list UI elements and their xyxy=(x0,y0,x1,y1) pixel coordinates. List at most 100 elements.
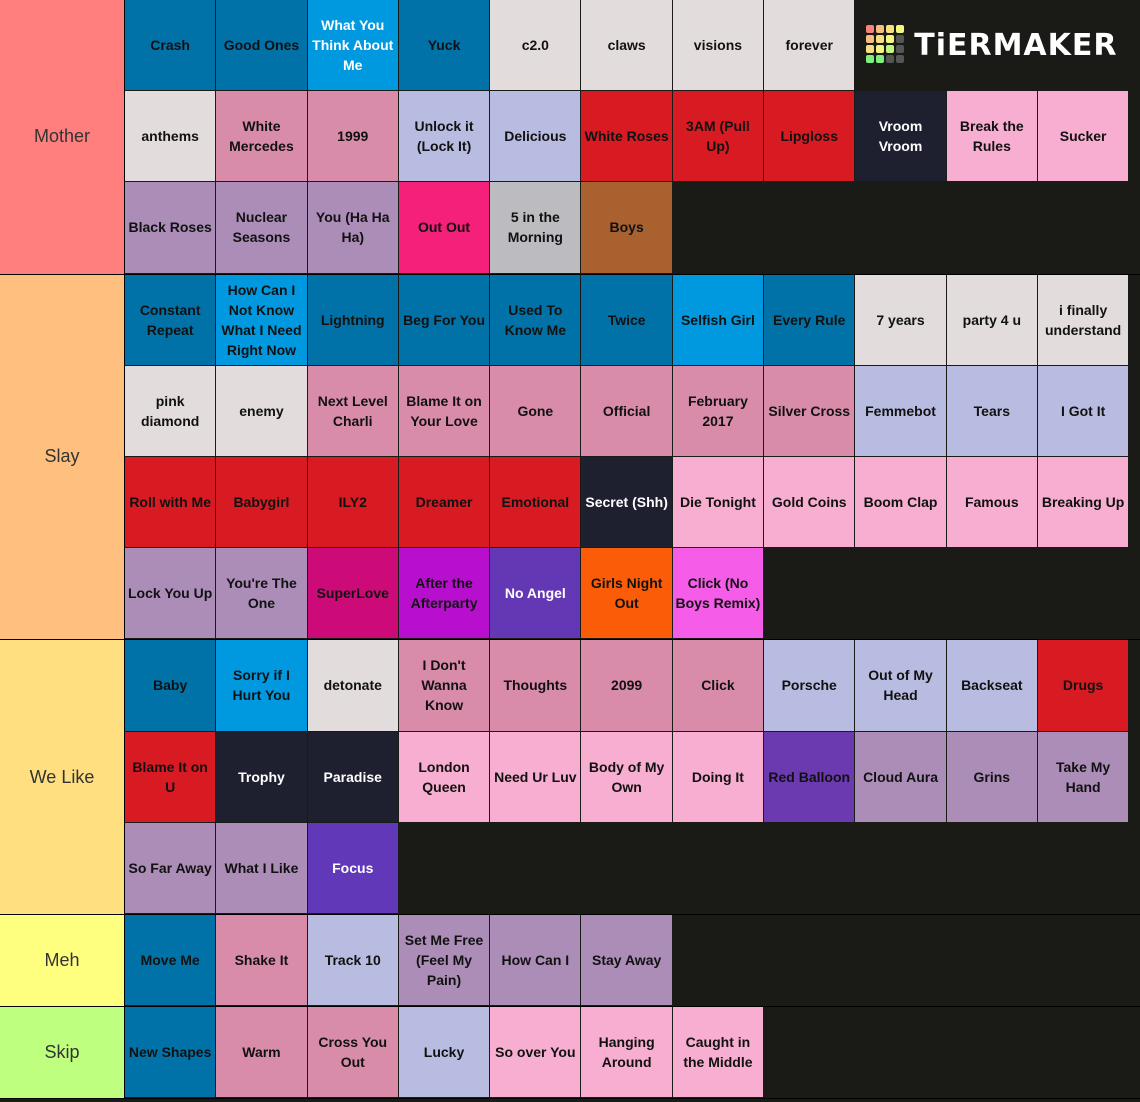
song-tile: Cross You Out xyxy=(307,1007,398,1098)
tier-label: Meh xyxy=(0,914,125,1007)
song-tile: White Roses xyxy=(581,91,672,182)
song-tile: Hanging Around xyxy=(581,1007,672,1098)
logo: TiERMAKER xyxy=(855,0,1128,90)
song-tile: I Got It xyxy=(1037,365,1129,456)
song-tile: Dreamer xyxy=(398,456,490,548)
song-tile: Famous xyxy=(946,456,1037,548)
song-tile: Set Me Free (Feel My Pain) xyxy=(398,914,490,1006)
song-tile: Constant Repeat xyxy=(125,274,216,365)
tier-items: Constant Repeat How Can I Not Know What I… xyxy=(125,274,1140,640)
song-tile: c2.0 xyxy=(490,0,581,91)
song-tile: February 2017 xyxy=(672,365,764,456)
song-tile: Official xyxy=(581,365,672,456)
song-tile: forever xyxy=(764,0,855,91)
song-tile: Vroom Vroom xyxy=(855,91,946,182)
song-tile: Black Roses xyxy=(125,182,216,273)
song-tile: Doing It xyxy=(672,731,764,822)
tier-items: New Shapes Warm Cross You Out Lucky So over … xyxy=(125,1007,1140,1098)
song-tile: Babygirl xyxy=(216,456,307,548)
song-tile: New Shapes xyxy=(125,1007,216,1098)
song-tile: Boys xyxy=(581,182,672,273)
song-tile: Lucky xyxy=(398,1007,490,1098)
song-tile: 5 in the Morning xyxy=(490,182,581,273)
song-tile: London Queen xyxy=(398,731,490,822)
song-tile: You're The One xyxy=(216,548,307,639)
song-tile: Red Balloon xyxy=(764,731,855,822)
song-tile: Boom Clap xyxy=(855,456,946,548)
song-tile: detonate xyxy=(307,640,398,731)
song-tile: SuperLove xyxy=(307,548,398,639)
song-tile: Focus xyxy=(307,822,398,913)
song-tile: Out Out xyxy=(398,182,490,273)
song-tile: Shake It xyxy=(216,914,307,1006)
song-tile: Backseat xyxy=(946,640,1037,731)
song-tile: White Mercedes xyxy=(216,91,307,182)
song-tile: Yuck xyxy=(398,0,490,91)
song-tile: Lipgloss xyxy=(764,91,855,182)
song-tile: So over You xyxy=(490,1007,581,1098)
song-tile: Next Level Charli xyxy=(307,365,398,456)
tier-label: We Like xyxy=(0,640,125,914)
tier-label: Skip xyxy=(0,1007,125,1099)
song-tile: Click xyxy=(672,640,764,731)
song-tile: I Don't Wanna Know xyxy=(398,640,490,731)
song-tile: 7 years xyxy=(855,274,946,365)
tier-label: Slay xyxy=(0,274,125,640)
song-tile: ILY2 xyxy=(307,456,398,548)
song-tile: Used To Know Me xyxy=(490,274,581,365)
song-tile: What You Think About Me xyxy=(307,0,398,91)
song-tile: Gone xyxy=(490,365,581,456)
song-tile: Sucker xyxy=(1037,91,1129,182)
song-tile: You (Ha Ha Ha) xyxy=(307,182,398,273)
song-tile: Need Ur Luv xyxy=(490,731,581,822)
song-tile: Crash xyxy=(125,0,216,91)
song-tile: Girls Night Out xyxy=(581,548,672,639)
song-tile: Trophy xyxy=(216,731,307,822)
tier-row: Mother Crash Good Ones What You Think About… xyxy=(0,0,1140,275)
song-tile: Grins xyxy=(946,731,1037,822)
song-tile: Good Ones xyxy=(216,0,307,91)
song-tile: i finally understand xyxy=(1037,274,1129,365)
song-tile: Porsche xyxy=(764,640,855,731)
song-tile: enemy xyxy=(216,365,307,456)
tier-label: Mother xyxy=(0,0,125,274)
song-tile: Track 10 xyxy=(307,914,398,1006)
song-tile: Warm xyxy=(216,1007,307,1098)
tier-row: Meh Move Me Shake It Track 10 Set Me Free (F… xyxy=(0,914,1140,1008)
tier-items: Crash Good Ones What You Think About Me Yuc… xyxy=(125,0,1140,274)
song-tile: Selfish Girl xyxy=(672,274,764,365)
tier-items: Move Me Shake It Track 10 Set Me Free (Feel… xyxy=(125,914,1140,1006)
tier-row: Skip New Shapes Warm Cross You Out Lucky So o… xyxy=(0,1007,1140,1100)
song-tile: Click (No Boys Remix) xyxy=(672,548,764,639)
song-tile: Body of My Own xyxy=(581,731,672,822)
song-tile: How Can I xyxy=(490,914,581,1006)
song-tile: Lightning xyxy=(307,274,398,365)
song-tile: Emotional xyxy=(490,456,581,548)
tier-row: Slay Constant Repeat How Can I Not Know Wh… xyxy=(0,274,1140,641)
song-tile: Take My Hand xyxy=(1037,731,1129,822)
song-tile: Secret (Shh) xyxy=(581,456,672,548)
song-tile: Blame It on Your Love xyxy=(398,365,490,456)
song-tile: 2099 xyxy=(581,640,672,731)
song-tile: Caught in the Middle xyxy=(672,1007,764,1098)
song-tile: Lock You Up xyxy=(125,548,216,639)
song-tile: Unlock it (Lock It) xyxy=(398,91,490,182)
song-tile: party 4 u xyxy=(946,274,1037,365)
song-tile: 1999 xyxy=(307,91,398,182)
song-tile: Silver Cross xyxy=(764,365,855,456)
song-tile: pink diamond xyxy=(125,365,216,456)
song-tile: Sorry if I Hurt You xyxy=(216,640,307,731)
song-tile: Move Me xyxy=(125,914,216,1006)
song-tile: Blame It on U xyxy=(125,731,216,822)
song-tile: How Can I Not Know What I Need Right Now xyxy=(216,274,307,365)
song-tile: visions xyxy=(672,0,764,91)
song-tile: Nuclear Seasons xyxy=(216,182,307,273)
song-tile: After the Afterparty xyxy=(398,548,490,639)
tier-items: Baby Sorry if I Hurt You detonate I Don't W… xyxy=(125,640,1140,914)
song-tile: anthems xyxy=(125,91,216,182)
song-tile: Break the Rules xyxy=(946,91,1037,182)
song-tile: Tears xyxy=(946,365,1037,456)
song-tile: Roll with Me xyxy=(125,456,216,548)
song-tile: Twice xyxy=(581,274,672,365)
